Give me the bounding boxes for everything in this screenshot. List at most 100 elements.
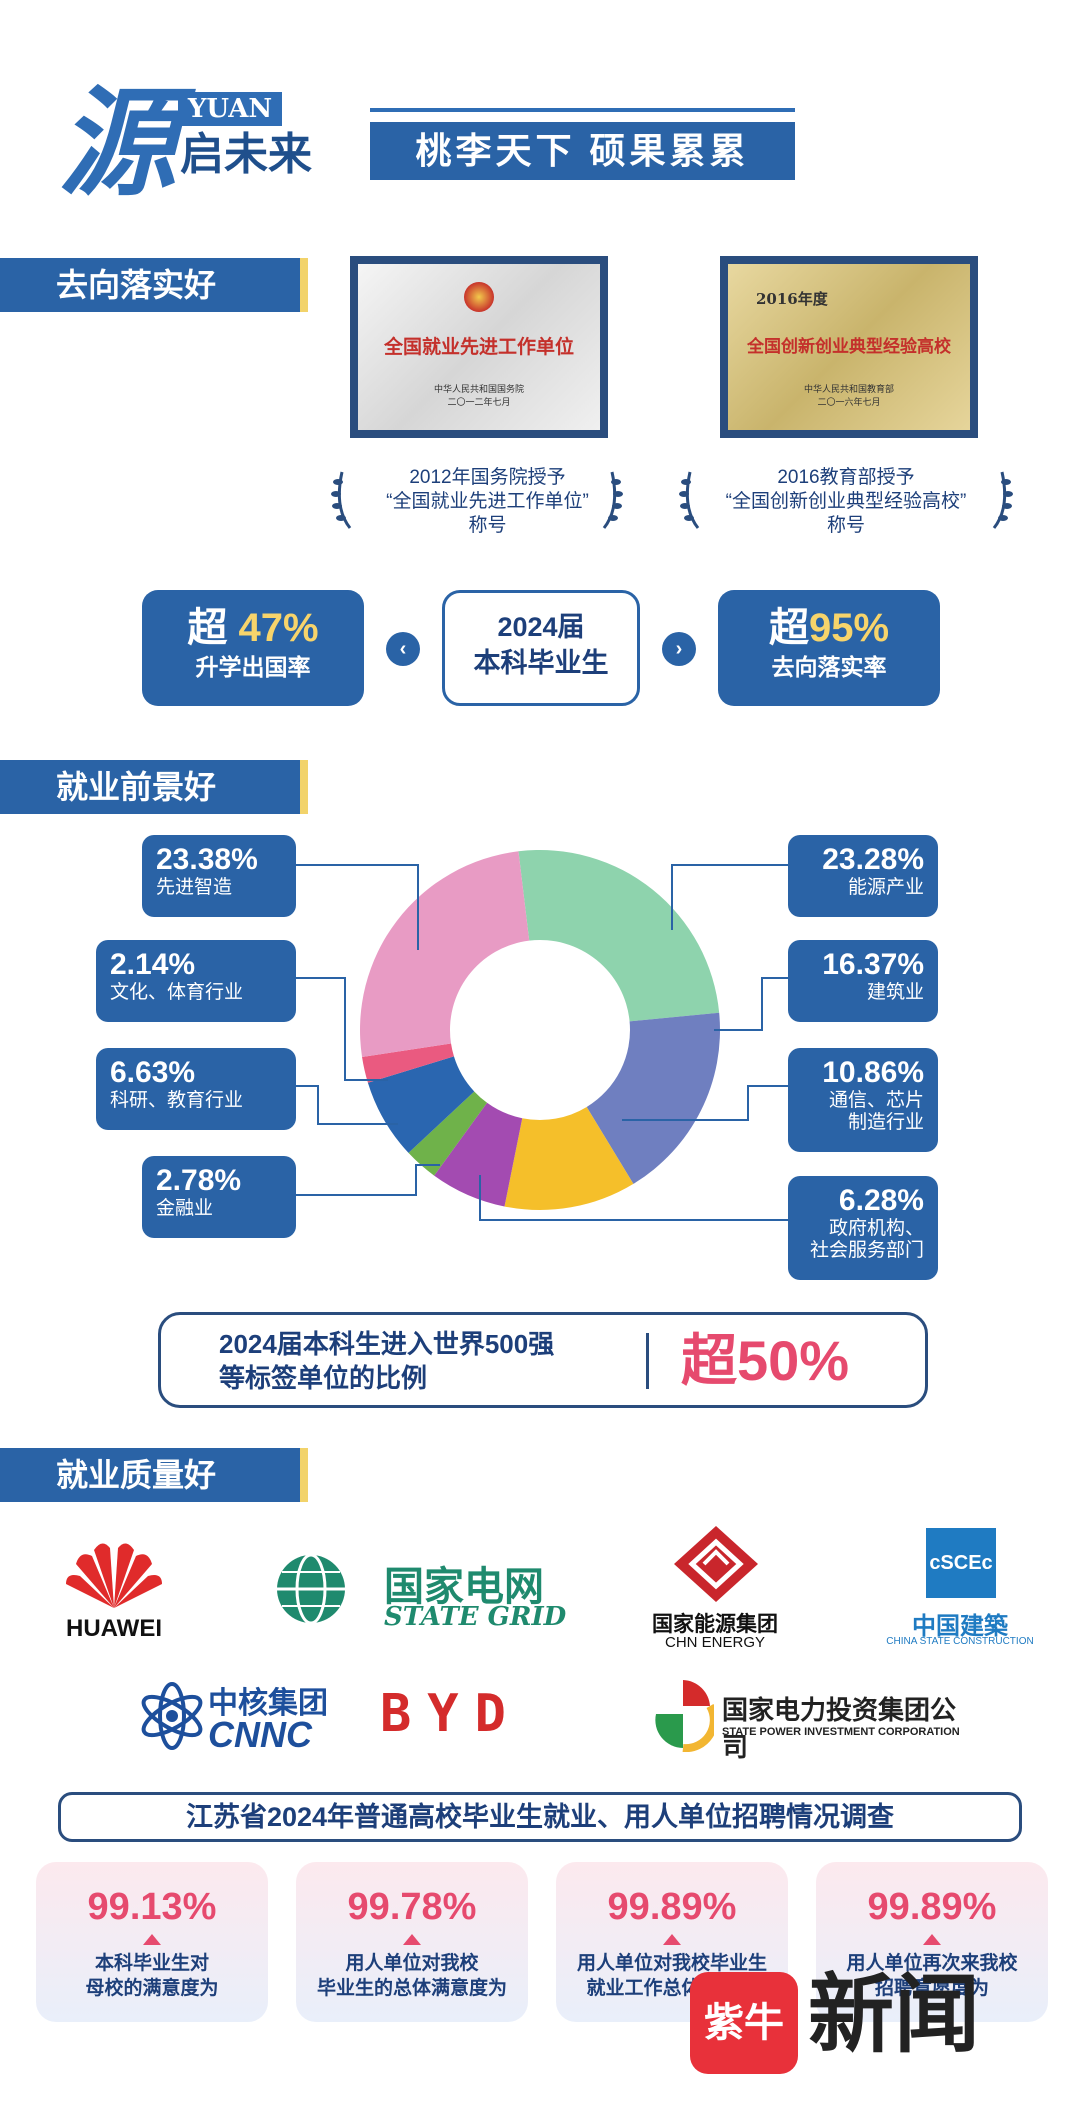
state-grid-cn: 国家电网 — [384, 1565, 544, 1609]
cscec-mark-icon: cSCEc — [926, 1528, 996, 1598]
stat-label: 去向落实率 — [771, 654, 887, 680]
sector-percent: 2.14% — [110, 948, 196, 981]
satisfaction-value: 99.13% — [87, 1886, 217, 1928]
connector-line — [714, 977, 788, 1031]
plaque-year: 2016年度 — [756, 290, 828, 308]
up-triangle-icon — [143, 1934, 161, 1945]
national-emblem-icon — [464, 282, 494, 312]
award-line: 2016教育部授予 — [777, 467, 915, 488]
sector-name: 先进智造 — [156, 877, 233, 898]
sector-name: 通信、芯片 制造行业 — [828, 1090, 924, 1133]
logo-chn-energy: 国家能源集团 CHN ENERGY — [640, 1524, 790, 1660]
donut-slice-0 — [518, 850, 720, 1022]
satisfaction-card: 99.89% 用人单位再次来我校 招聘意愿度为 — [816, 1862, 1048, 2022]
stat-label: 升学出国率 — [195, 654, 311, 680]
satisfaction-value: 99.78% — [347, 1886, 477, 1928]
cscec-cn: 中国建築 — [912, 1613, 1008, 1640]
stat-prefix: 超 — [187, 606, 239, 650]
sector-percent: 16.37% — [822, 948, 924, 981]
fortune500-description: 2024届本科生进入世界500强 等标签单位的比例 — [219, 1329, 555, 1393]
sector-label-research: 6.63% 科研、教育行业 — [96, 1048, 296, 1130]
stat-destination-rate: 超95% 去向落实率 — [718, 590, 940, 706]
sector-label-energy: 23.28% 能源产业 — [788, 835, 938, 917]
sector-label-government: 6.28% 政府机构、 社会服务部门 — [788, 1176, 938, 1280]
slogan-divider — [370, 108, 795, 112]
chevron-right-icon: › — [662, 632, 696, 666]
sector-label-construction: 16.37% 建筑业 — [788, 940, 938, 1022]
up-triangle-icon — [403, 1934, 421, 1945]
logo-spic: 国家电力投资集团公司 STATE POWER INVESTMENT CORPOR… — [652, 1670, 972, 1762]
chevron-left-icon: ‹ — [386, 632, 420, 666]
plaque-title: 全国创新创业典型经验高校 — [747, 337, 951, 357]
stat-further-study: 超 47% 升学出国率 — [142, 590, 364, 706]
logo-byd: BYD — [380, 1684, 522, 1744]
connector-line — [296, 1085, 398, 1125]
watermark-badge: 紫牛 — [690, 1972, 798, 2074]
slogan-banner: 桃李天下 硕果累累 — [370, 122, 795, 180]
spic-en: STATE POWER INVESTMENT CORPORATION — [722, 1726, 960, 1738]
sector-percent: 2.78% — [156, 1164, 242, 1197]
cscec-en: CHINA STATE CONSTRUCTION — [886, 1636, 1034, 1647]
cohort-level: 本科毕业生 — [473, 648, 609, 678]
sector-name: 科研、教育行业 — [110, 1090, 244, 1111]
huawei-petals-icon — [66, 1543, 162, 1608]
satisfaction-desc: 本科毕业生对 母校的满意度为 — [85, 1953, 219, 1999]
connector-line — [479, 1175, 788, 1221]
satisfaction-desc: 用人单位再次来我校 招聘意愿度为 — [846, 1953, 1018, 1999]
brand-english-tag: YUAN — [178, 92, 282, 126]
laurel-right-icon — [992, 471, 1013, 529]
spic-cn: 国家电力投资集团公司 — [722, 1695, 957, 1762]
plaque-issuer: 中华人民共和国教育部 二〇一六年七月 — [803, 384, 894, 407]
donut-slice-6 — [362, 1043, 454, 1083]
donut-slice-3 — [434, 1102, 523, 1207]
award-line: 称号 — [826, 515, 865, 536]
section-header-prospects: 就业前景好 — [0, 760, 308, 814]
sector-label-manufacturing: 23.38% 先进智造 — [142, 835, 296, 917]
satisfaction-card: 99.78% 用人单位对我校 毕业生的总体满意度为 — [296, 1862, 528, 2022]
state-grid-globe-icon — [277, 1553, 345, 1625]
cnnc-atom-icon — [141, 1682, 203, 1750]
section-header-quality: 就业质量好 — [0, 1448, 308, 1502]
up-triangle-icon — [663, 1934, 681, 1945]
donut-slice-4 — [408, 1091, 488, 1176]
satisfaction-desc: 用人单位对我校 毕业生的总体满意度为 — [316, 1953, 507, 1999]
laurel-left-icon — [331, 471, 352, 529]
chn-energy-diamond-icon — [674, 1526, 758, 1602]
survey-title-banner: 江苏省2024年普通高校毕业生就业、用人单位招聘情况调查 — [58, 1792, 1022, 1842]
donut-chart — [296, 850, 788, 1221]
fortune500-divider — [646, 1333, 649, 1389]
sector-name: 能源产业 — [847, 877, 924, 898]
connector-line — [671, 864, 788, 930]
award-caption-2012: 2012年国务院授予 “全国就业先进工作单位” 称号 — [360, 466, 615, 538]
fortune500-value: 超50% — [681, 1329, 850, 1392]
sector-name: 政府机构、 社会服务部门 — [809, 1218, 924, 1261]
chn-energy-en: CHN ENERGY — [664, 1634, 765, 1651]
laurel-left-icon — [679, 471, 700, 529]
award-line: 称号 — [468, 515, 507, 536]
award-line: “全国就业先进工作单位” — [386, 491, 589, 512]
donut-slice-2 — [504, 1106, 634, 1210]
logo-cnnc: 中核集团 CNNC — [136, 1672, 336, 1762]
connector-line — [296, 977, 388, 1081]
sector-label-finance: 2.78% 金融业 — [142, 1156, 296, 1238]
connector-line — [622, 1085, 788, 1121]
connector-line — [296, 1164, 440, 1196]
logo-huawei: HUAWEI — [54, 1530, 174, 1650]
plaque-innovation-college: 2016年度 全国创新创业典型经验高校 中华人民共和国教育部 二〇一六年七月 — [720, 256, 978, 438]
cnnc-en: CNNC — [208, 1714, 312, 1755]
sector-label-telecom: 10.86% 通信、芯片 制造行业 — [788, 1048, 938, 1152]
brand-character: 源 — [58, 73, 177, 212]
huawei-wordmark: HUAWEI — [66, 1615, 162, 1642]
award-line: 2012年国务院授予 — [409, 467, 566, 488]
sector-name: 建筑业 — [866, 982, 924, 1003]
satisfaction-value: 99.89% — [867, 1886, 997, 1928]
section-header-destination: 去向落实好 — [0, 258, 308, 312]
stat-value: 95% — [808, 606, 890, 650]
sector-label-culture: 2.14% 文化、体育行业 — [96, 940, 296, 1022]
brand-subtitle: 启未来 — [180, 130, 312, 179]
sector-percent: 23.38% — [156, 843, 258, 876]
satisfaction-value: 99.89% — [607, 1886, 737, 1928]
award-line: “全国创新创业典型经验高校” — [725, 491, 967, 512]
up-triangle-icon — [923, 1934, 941, 1945]
sector-percent: 10.86% — [822, 1056, 924, 1089]
